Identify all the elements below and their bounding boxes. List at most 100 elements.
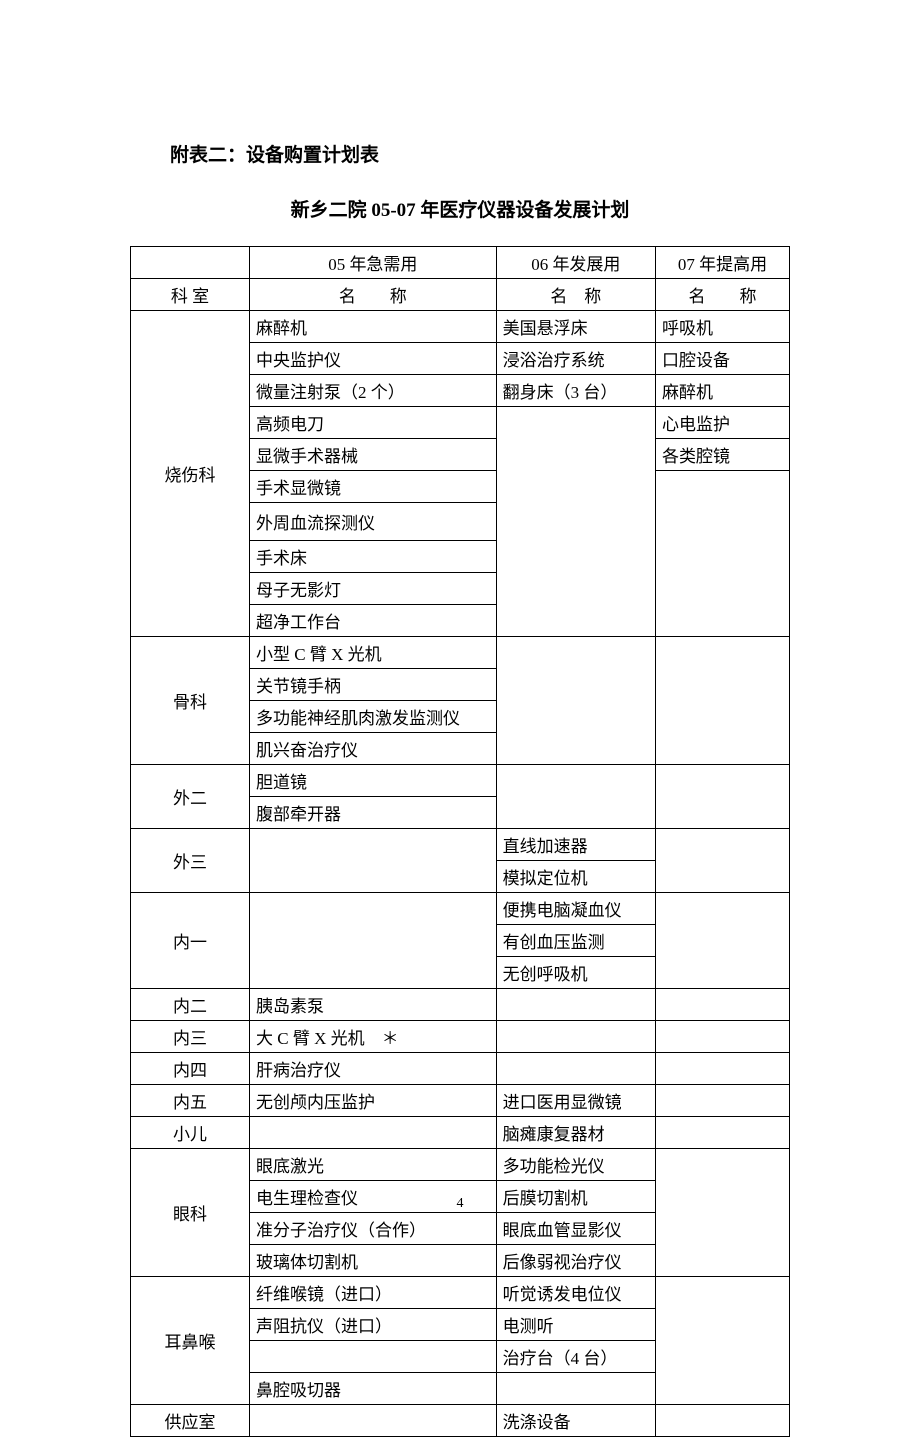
cell: 麻醉机 (250, 311, 497, 343)
cell: 多功能神经肌肉激发监测仪 (250, 701, 497, 733)
cell (496, 1021, 655, 1053)
cell (656, 1277, 790, 1405)
cell: 外周血流探测仪 (250, 503, 497, 541)
cell (656, 893, 790, 989)
cell: 无创颅内压监护 (250, 1085, 497, 1117)
cell: 微量注射泵（2 个） (250, 375, 497, 407)
cell: 眼底血管显影仪 (496, 1213, 655, 1245)
cell: 肌兴奋治疗仪 (250, 733, 497, 765)
cell (496, 1053, 655, 1085)
cell: 鼻腔吸切器 (250, 1373, 497, 1405)
dept-cell: 眼科 (131, 1149, 250, 1277)
dept-cell: 内二 (131, 989, 250, 1021)
cell (656, 989, 790, 1021)
cell (250, 1341, 497, 1373)
cell: 准分子治疗仪（合作） (250, 1213, 497, 1245)
cell (250, 1405, 497, 1437)
equipment-plan-table: 05 年急需用 06 年发展用 07 年提高用 科 室 名 称 名 称 名 称 … (130, 246, 790, 1437)
table-row: 内三大 C 臂 X 光机 ＊ (131, 1021, 790, 1053)
dept-cell: 烧伤科 (131, 311, 250, 637)
cell: 纤维喉镜（进口） (250, 1277, 497, 1309)
cell: 大 C 臂 X 光机 ＊ (250, 1021, 497, 1053)
cell (496, 407, 655, 637)
document-title: 新乡二院 05-07 年医疗仪器设备发展计划 (130, 195, 790, 222)
table-row: 眼科眼底激光多功能检光仪 (131, 1149, 790, 1181)
cell (656, 765, 790, 829)
table-row: 内一便携电脑凝血仪 (131, 893, 790, 925)
table-row: 小儿 脑瘫康复器材 (131, 1117, 790, 1149)
col-06-header: 06 年发展用 (496, 247, 655, 279)
cell (250, 829, 497, 893)
cell: 关节镜手柄 (250, 669, 497, 701)
cell: 无创呼吸机 (496, 957, 655, 989)
cell: 手术显微镜 (250, 471, 497, 503)
cell: 电测听 (496, 1309, 655, 1341)
cell: 美国悬浮床 (496, 311, 655, 343)
cell (496, 765, 655, 829)
table-row: 骨科小型 C 臂 X 光机 (131, 637, 790, 669)
dept-cell: 内三 (131, 1021, 250, 1053)
dept-cell: 耳鼻喉 (131, 1277, 250, 1405)
table-row: 外三直线加速器 (131, 829, 790, 861)
dept-cell: 小儿 (131, 1117, 250, 1149)
cell (656, 1117, 790, 1149)
cell (656, 1405, 790, 1437)
cell: 小型 C 臂 X 光机 (250, 637, 497, 669)
header-row-1: 05 年急需用 06 年发展用 07 年提高用 (131, 247, 790, 279)
dept-cell: 内四 (131, 1053, 250, 1085)
cell: 肝病治疗仪 (250, 1053, 497, 1085)
table-row: 外二胆道镜 (131, 765, 790, 797)
dept-cell: 外二 (131, 765, 250, 829)
cell: 腹部牵开器 (250, 797, 497, 829)
col-07-header: 07 年提高用 (656, 247, 790, 279)
table-row: 内四肝病治疗仪 (131, 1053, 790, 1085)
cell: 多功能检光仪 (496, 1149, 655, 1181)
table-row: 内二胰岛素泵 (131, 989, 790, 1021)
dept-cell: 内五 (131, 1085, 250, 1117)
cell: 脑瘫康复器材 (496, 1117, 655, 1149)
cell: 各类腔镜 (656, 439, 790, 471)
cell: 胰岛素泵 (250, 989, 497, 1021)
cell: 超净工作台 (250, 605, 497, 637)
name-05-header: 名 称 (250, 279, 497, 311)
dept-cell: 骨科 (131, 637, 250, 765)
cell: 翻身床（3 台） (496, 375, 655, 407)
dept-cell: 供应室 (131, 1405, 250, 1437)
cell: 手术床 (250, 541, 497, 573)
cell (656, 1053, 790, 1085)
cell: 母子无影灯 (250, 573, 497, 605)
cell: 麻醉机 (656, 375, 790, 407)
cell (656, 471, 790, 637)
cell (496, 637, 655, 765)
cell: 玻璃体切割机 (250, 1245, 497, 1277)
cell: 听觉诱发电位仪 (496, 1277, 655, 1309)
cell (496, 989, 655, 1021)
cell: 有创血压监测 (496, 925, 655, 957)
cell (656, 829, 790, 893)
dept-cell: 内一 (131, 893, 250, 989)
cell: 直线加速器 (496, 829, 655, 861)
col-05-header: 05 年急需用 (250, 247, 497, 279)
cell: 胆道镜 (250, 765, 497, 797)
name-06-header: 名 称 (496, 279, 655, 311)
cell: 心电监护 (656, 407, 790, 439)
cell: 呼吸机 (656, 311, 790, 343)
page-number: 4 (0, 1196, 920, 1212)
cell: 进口医用显微镜 (496, 1085, 655, 1117)
cell: 洗涤设备 (496, 1405, 655, 1437)
dept-header: 科 室 (131, 279, 250, 311)
cell: 后像弱视治疗仪 (496, 1245, 655, 1277)
dept-cell: 外三 (131, 829, 250, 893)
cell (656, 1085, 790, 1117)
cell: 治疗台（4 台） (496, 1341, 655, 1373)
cell: 浸浴治疗系统 (496, 343, 655, 375)
attachment-heading: 附表二：设备购置计划表 (170, 140, 790, 167)
table-row: 耳鼻喉纤维喉镜（进口）听觉诱发电位仪 (131, 1277, 790, 1309)
cell (656, 1149, 790, 1277)
cell: 模拟定位机 (496, 861, 655, 893)
header-row-2: 科 室 名 称 名 称 名 称 (131, 279, 790, 311)
cell (656, 1021, 790, 1053)
cell: 高频电刀 (250, 407, 497, 439)
name-07-header: 名 称 (656, 279, 790, 311)
cell (656, 637, 790, 765)
